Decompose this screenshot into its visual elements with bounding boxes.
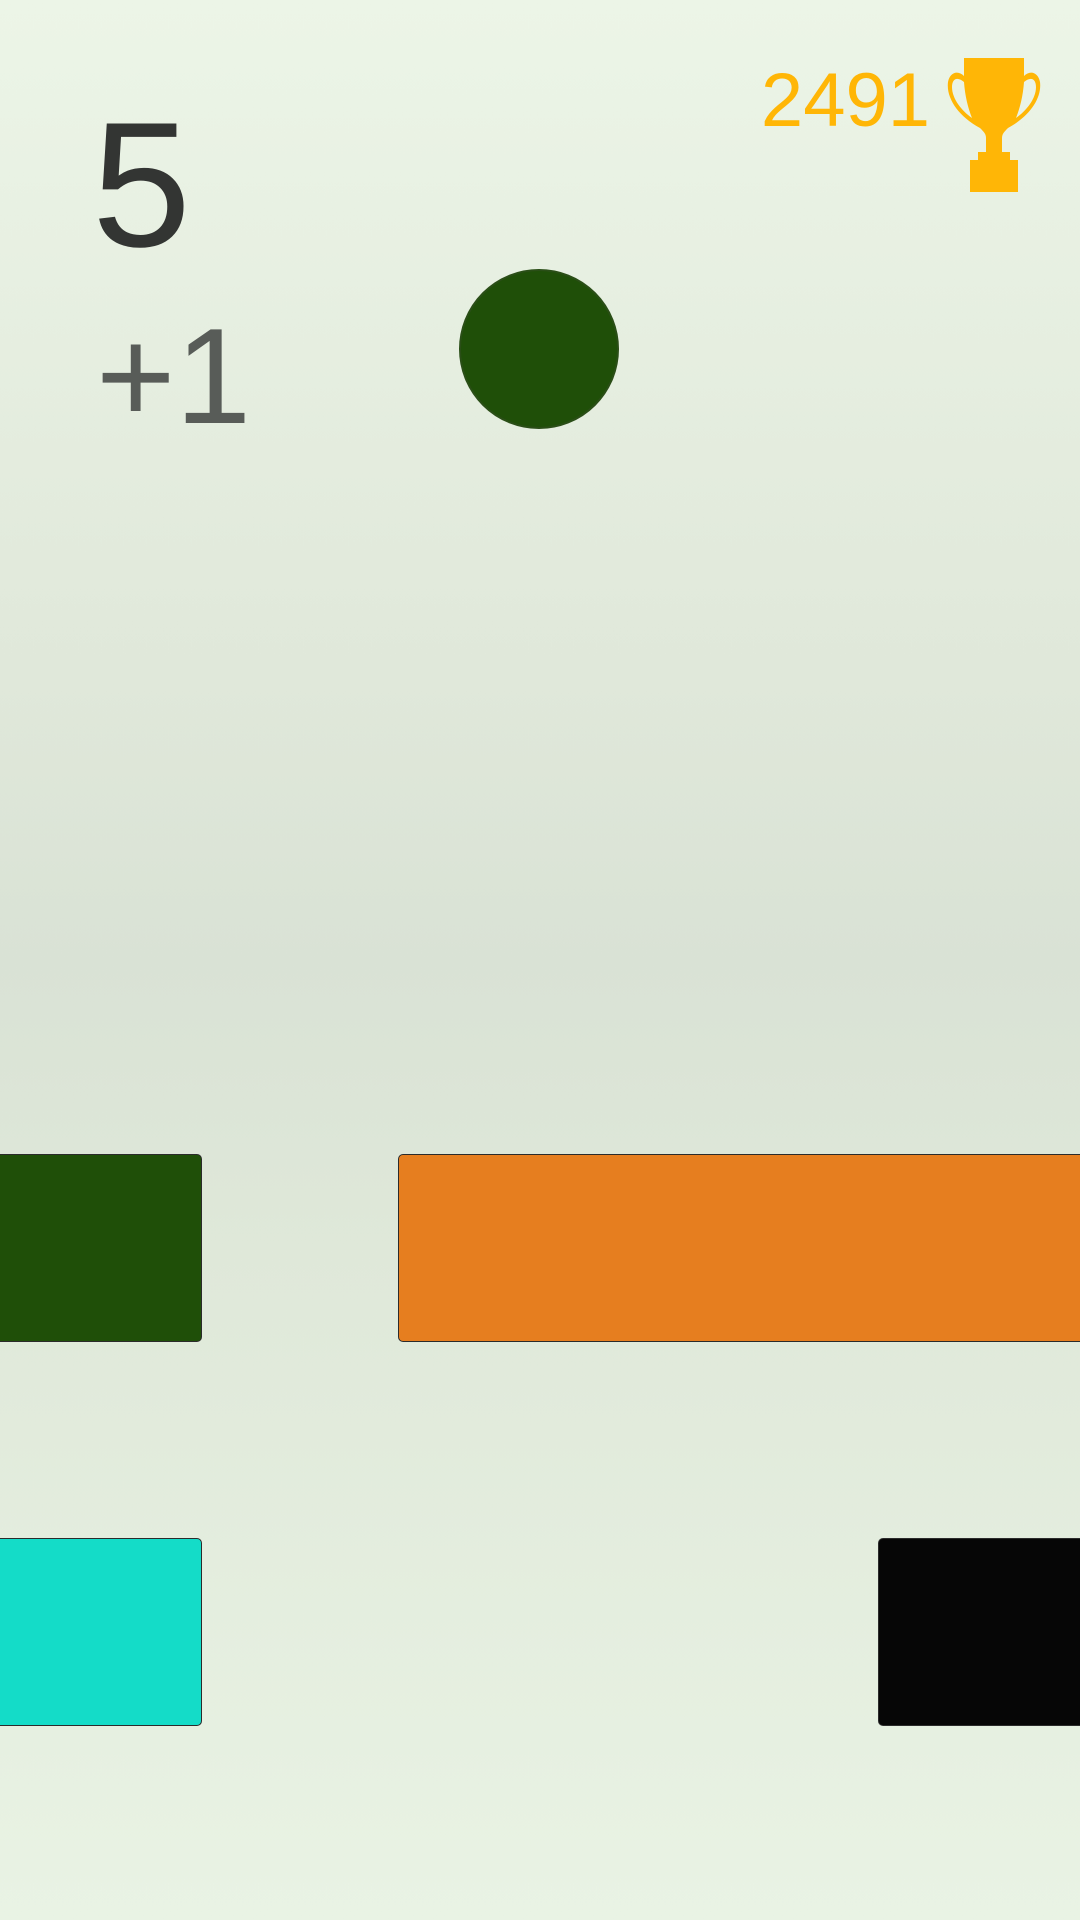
ball <box>459 269 619 429</box>
block-right-bottom <box>878 1538 1080 1726</box>
block-left-bottom <box>0 1538 202 1726</box>
current-score: 5 <box>92 85 191 284</box>
trophy-icon <box>947 58 1041 192</box>
best-score: 2491 <box>760 58 930 143</box>
score-bonus: +1 <box>96 300 252 452</box>
block-left-top <box>0 1154 202 1342</box>
block-right-top <box>398 1154 1080 1342</box>
